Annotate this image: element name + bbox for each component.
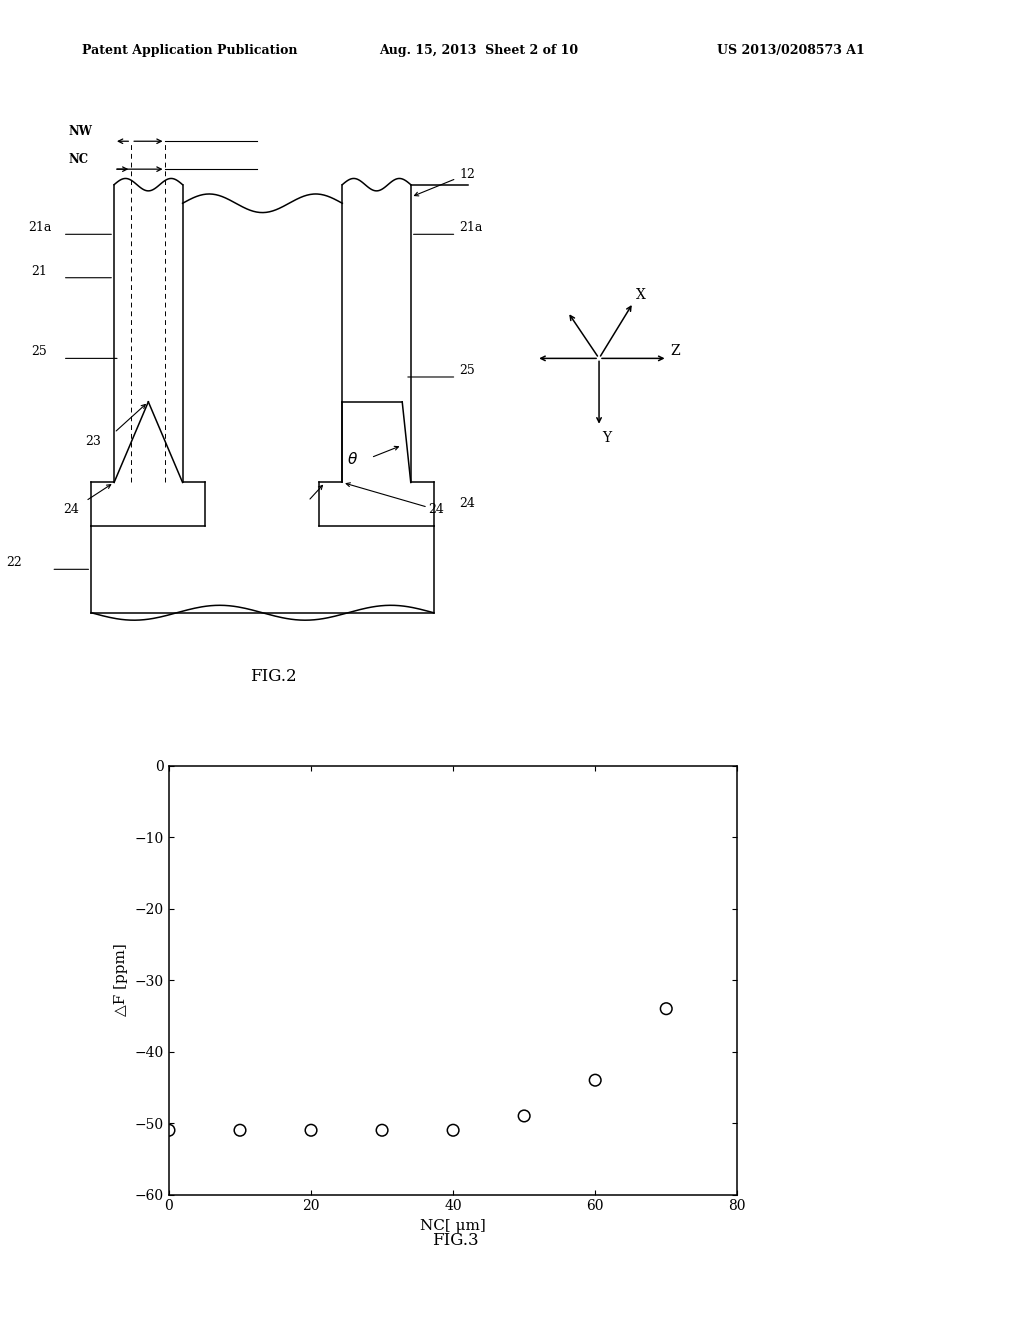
Text: Aug. 15, 2013  Sheet 2 of 10: Aug. 15, 2013 Sheet 2 of 10: [379, 44, 578, 57]
Text: 25: 25: [460, 364, 475, 378]
Point: [303, 1119, 319, 1140]
Text: 23: 23: [86, 436, 101, 449]
Text: 21a: 21a: [460, 222, 482, 234]
Text: 12: 12: [460, 169, 475, 181]
Text: $\theta$: $\theta$: [347, 451, 358, 467]
Point: [444, 1119, 461, 1140]
Text: Patent Application Publication: Patent Application Publication: [82, 44, 297, 57]
Text: 21a: 21a: [29, 222, 52, 234]
Y-axis label: △F [ppm]: △F [ppm]: [114, 944, 128, 1016]
Text: NC: NC: [69, 153, 89, 166]
Text: FIG.2: FIG.2: [251, 668, 297, 685]
Text: FIG.3: FIG.3: [432, 1232, 479, 1249]
Text: NW: NW: [69, 125, 92, 139]
Point: [516, 1105, 532, 1126]
Text: X: X: [636, 289, 646, 302]
Point: [161, 1119, 177, 1140]
Point: [587, 1069, 603, 1090]
Text: 24: 24: [460, 498, 475, 511]
Text: Z: Z: [671, 345, 680, 358]
Point: [374, 1119, 390, 1140]
Text: 24: 24: [62, 503, 79, 516]
X-axis label: NC[ μm]: NC[ μm]: [420, 1218, 486, 1233]
Text: Y: Y: [602, 432, 611, 445]
Point: [231, 1119, 248, 1140]
Text: 25: 25: [32, 346, 47, 358]
Text: 22: 22: [6, 556, 22, 569]
Text: 24: 24: [428, 503, 443, 516]
Text: 21: 21: [32, 264, 47, 277]
Point: [658, 998, 675, 1019]
Text: US 2013/0208573 A1: US 2013/0208573 A1: [717, 44, 864, 57]
